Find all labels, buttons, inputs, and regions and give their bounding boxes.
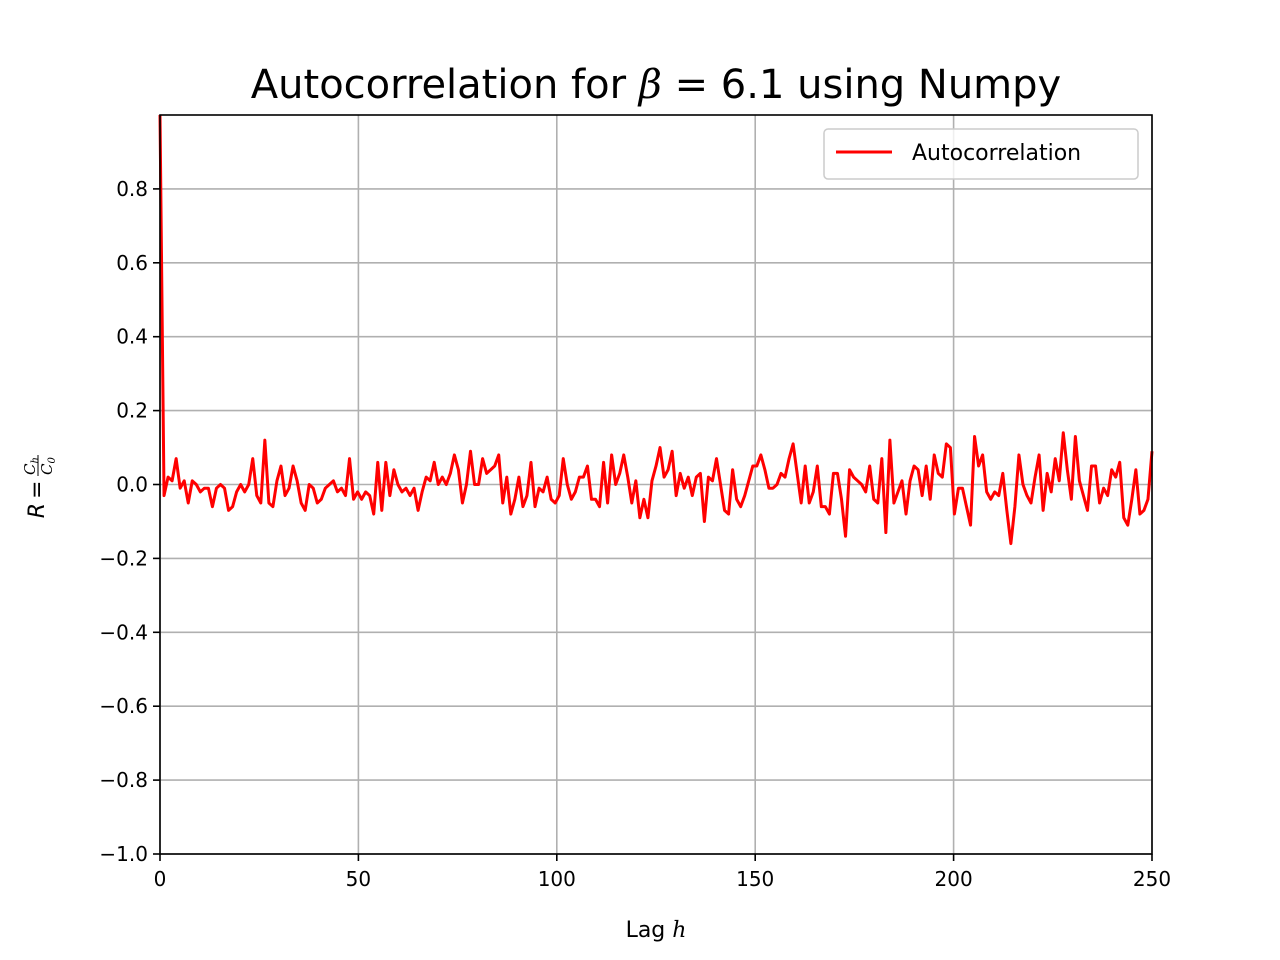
y-tick-label: −0.6 (99, 694, 148, 718)
x-tick-label: 250 (1133, 867, 1171, 891)
y-tick-label: −1.0 (99, 842, 148, 866)
series-layer (158, 114, 1154, 546)
x-tick-label: 100 (538, 867, 576, 891)
x-axis-label-text: Lag (626, 918, 673, 943)
y-tick-label: −0.8 (99, 768, 148, 792)
x-axis-label: Lag h (626, 918, 687, 943)
y-tick-label: 0.8 (116, 177, 148, 201)
numerator-subscript: h (30, 457, 41, 463)
y-axis-label-fraction: Ch C0 (21, 455, 58, 476)
y-axis-ticks: −1.0 −0.8 −0.6 −0.4 −0.2 0.0 0.2 0.4 0.6 0.8 (99, 177, 160, 866)
y-tick-label: 0.6 (116, 251, 148, 275)
y-axis-label: R = Ch C0 (21, 455, 58, 518)
chart-title-prefix: Autocorrelation for (251, 62, 639, 108)
series-line-autocorrelation (158, 114, 1154, 546)
legend: Autocorrelation (823, 128, 1139, 180)
numerator-symbol: C (21, 463, 39, 475)
x-axis-ticks: 0 50 100 150 200 250 (154, 854, 1171, 891)
y-tick-label: −0.4 (99, 620, 148, 644)
y-tick-label: 0.0 (116, 473, 148, 497)
grid-lines (159, 115, 1153, 855)
x-tick-label: 200 (935, 867, 973, 891)
y-tick-label: −0.2 (99, 546, 148, 570)
y-tick-label: 0.2 (116, 399, 148, 423)
x-axis-label-var: h (672, 918, 686, 943)
y-axis-label-numerator: Ch (21, 457, 41, 475)
chart-title: Autocorrelation for β = 6.1 using Numpy (251, 62, 1061, 108)
chart-title-symbol: β (637, 62, 662, 108)
x-tick-label: 0 (154, 867, 167, 891)
denominator-symbol: C (38, 463, 56, 475)
y-axis-label-denominator: C0 (38, 457, 58, 475)
y-axis-label-eq: = (25, 481, 50, 499)
y-tick-label: 0.4 (116, 325, 148, 349)
y-axis-label-lhs: R (25, 503, 50, 518)
denominator-subscript: 0 (47, 457, 58, 464)
x-tick-label: 50 (346, 867, 371, 891)
legend-label: Autocorrelation (912, 141, 1081, 166)
chart-title-suffix: = 6.1 using Numpy (662, 62, 1061, 108)
x-tick-label: 150 (736, 867, 774, 891)
legend-box (823, 128, 1139, 180)
